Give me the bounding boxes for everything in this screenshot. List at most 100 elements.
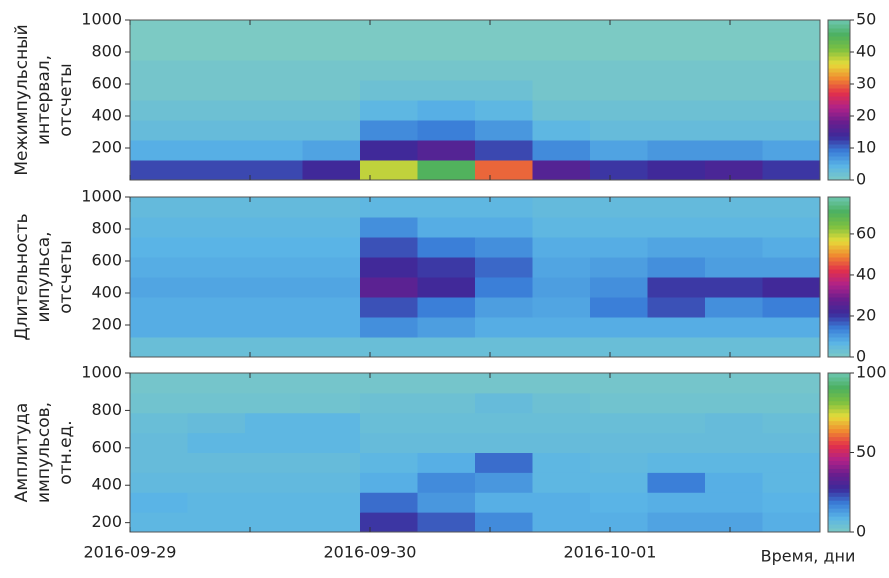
heat-cell (245, 100, 303, 121)
heat-cell (360, 197, 418, 218)
heat-cell (417, 373, 476, 394)
heat-cell (762, 100, 821, 121)
heat-cell (762, 20, 821, 41)
heat-cell (302, 120, 361, 141)
heat-cell (417, 120, 476, 141)
heat-cell (762, 217, 821, 238)
heat-cell (532, 60, 591, 81)
heat-cell (130, 160, 188, 181)
heat-cell (762, 472, 821, 493)
heat-cell (762, 297, 821, 318)
heat-cell (762, 452, 821, 473)
colorbar-segment (828, 96, 850, 101)
heat-cell (302, 392, 361, 414)
heat-cell (705, 60, 763, 81)
colorbar-segment (828, 148, 850, 153)
heat-cell (590, 392, 648, 414)
colorbar-segment (828, 488, 850, 493)
heat-cell (417, 432, 476, 453)
heat-cell (302, 317, 361, 338)
heat-cell (245, 492, 303, 513)
heat-cell (705, 412, 763, 434)
heat-cell (360, 140, 418, 161)
heat-cell (130, 317, 188, 338)
heat-cell (647, 277, 706, 298)
heat-cell (475, 277, 533, 298)
colorbar-segment (828, 221, 850, 226)
heat-cell (647, 20, 706, 41)
heat-cell (647, 432, 706, 453)
heat-cell (590, 512, 648, 533)
colorbar-segment (828, 257, 850, 262)
heat-cell (302, 373, 361, 394)
heat-cell (417, 512, 476, 533)
y-tick-label: 200 (91, 315, 122, 334)
colorbar-segment (828, 504, 850, 509)
colorbar-segment (828, 209, 850, 214)
heat-cell (590, 80, 648, 101)
heat-cell (647, 412, 706, 434)
heat-cell (302, 512, 361, 533)
heat-cell (302, 80, 361, 101)
heat-cell (590, 317, 648, 338)
heat-cell (532, 432, 591, 453)
heat-cell (647, 140, 706, 161)
heat-cell (130, 257, 188, 278)
colorbar-segment (828, 100, 850, 105)
y-axis-label: импульса, (34, 231, 54, 322)
colorbar-segment (828, 384, 850, 390)
heat-cell (187, 100, 246, 121)
colorbar-segment (828, 176, 850, 181)
plot-frame (129, 19, 821, 181)
heat-cell (245, 392, 303, 414)
heat-cell (417, 472, 476, 493)
colorbar-segment (828, 201, 850, 206)
colorbar-tick-label: 0 (856, 522, 866, 541)
heat-cell (187, 120, 246, 141)
heat-cell (130, 60, 188, 81)
heat-cell (302, 217, 361, 238)
heat-cell (532, 392, 591, 414)
heat-cell (590, 337, 648, 358)
heat-cell (130, 512, 188, 533)
heat-cell (647, 492, 706, 513)
heat-cell (417, 217, 476, 238)
heat-cell (475, 472, 533, 493)
heat-cell (187, 297, 246, 318)
heat-cell (130, 140, 188, 161)
colorbar-segment (828, 376, 850, 382)
heat-cell (762, 80, 821, 101)
heat-cell (245, 80, 303, 101)
heat-cell (532, 217, 591, 238)
heat-cell (532, 120, 591, 141)
heat-cell (130, 277, 188, 298)
heat-cell (475, 373, 533, 394)
heat-cell (532, 80, 591, 101)
heat-cell (590, 197, 648, 218)
heat-cell (417, 257, 476, 278)
heat-cell (475, 392, 533, 414)
heat-cell (130, 392, 188, 414)
heat-cell (417, 237, 476, 258)
heat-cell (360, 217, 418, 238)
heat-cell (475, 512, 533, 533)
heat-cell (245, 20, 303, 41)
plot-frame (129, 196, 821, 358)
x-axis-label: Время, дни (761, 547, 856, 566)
colorbar-segment (828, 213, 850, 218)
colorbar-segment (828, 160, 850, 165)
colorbar-segment (828, 448, 850, 453)
heat-cell (705, 317, 763, 338)
heat-cell (532, 512, 591, 533)
heat-cell (475, 297, 533, 318)
heat-cell (590, 20, 648, 41)
colorbar-segment (828, 108, 850, 113)
colorbar-segment (828, 84, 850, 89)
colorbar-segment (828, 112, 850, 117)
colorbar-segment (828, 508, 850, 513)
heat-cell (762, 257, 821, 278)
colorbar-segment (828, 309, 850, 314)
heat-cell (647, 472, 706, 493)
heat-cell (417, 492, 476, 513)
colorbar-segment (828, 285, 850, 290)
